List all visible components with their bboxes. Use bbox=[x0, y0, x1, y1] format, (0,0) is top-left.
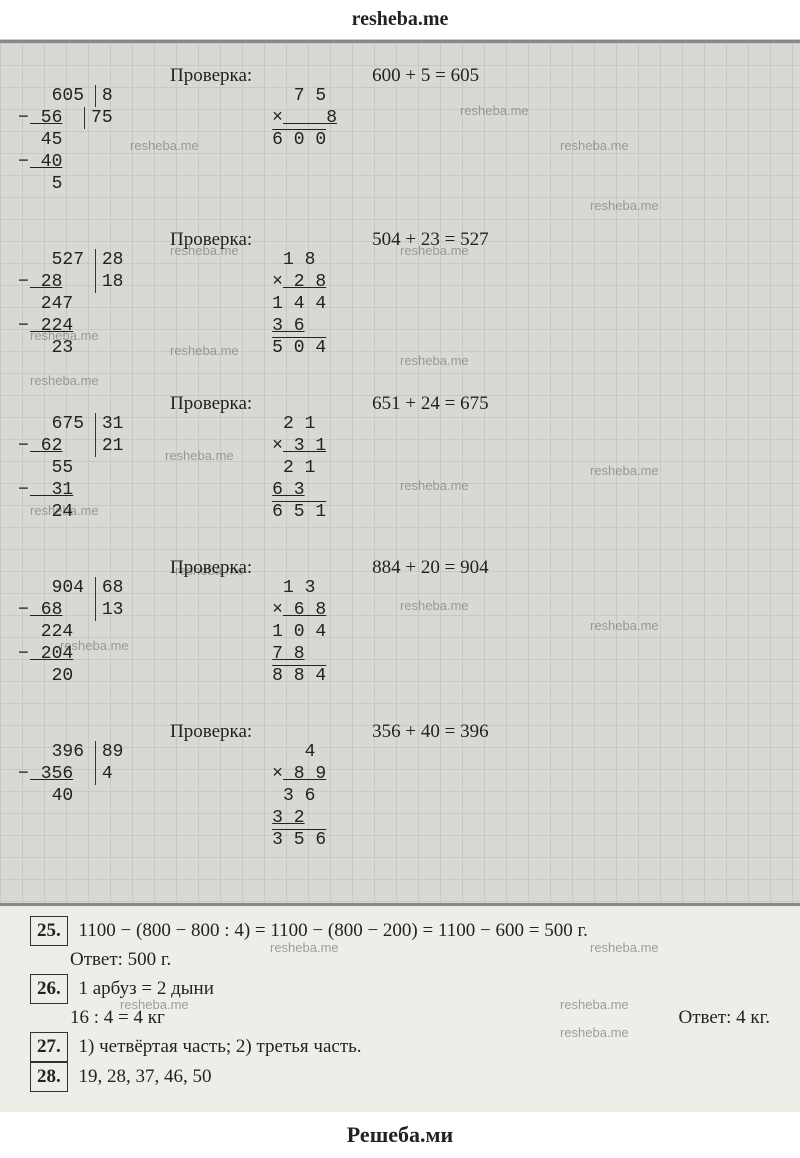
q27: 27. 1) четвёртая часть; 2) третья часть. bbox=[30, 1032, 770, 1062]
long-division: 527 28 28 18 247 224 23 bbox=[30, 227, 160, 381]
q26-line2: 16 : 4 = 4 кг bbox=[70, 1007, 165, 1028]
q28: 28. 19, 28, 37, 46, 50 bbox=[30, 1062, 770, 1092]
q27-text: 1) четвёртая часть; 2) третья часть. bbox=[79, 1036, 362, 1057]
check-label: Проверка: bbox=[170, 393, 252, 415]
q26: 26. 1 арбуз = 2 дыни 16 : 4 = 4 кг Ответ… bbox=[30, 974, 770, 1032]
q25-answer: Ответ: 500 г. bbox=[70, 949, 171, 970]
long-division: 675 31 62 21 55 31 24 bbox=[30, 391, 160, 545]
check-equation: 356 + 40 = 396 bbox=[372, 721, 488, 743]
long-division: 904 68 68 13 224 204 20 bbox=[30, 555, 160, 709]
grid-worksheet: 605 8 56 75 45 40 5 Проверка: 7 5 × 8 6 … bbox=[0, 40, 800, 906]
q26-answer: Ответ: 4 кг. bbox=[678, 1004, 770, 1032]
question-number: 28. bbox=[30, 1062, 68, 1092]
q26-line1: 1 арбуз = 2 дыни bbox=[79, 978, 214, 999]
question-number: 25. bbox=[30, 916, 68, 946]
problem-row: 605 8 56 75 45 40 5 Проверка: 7 5 × 8 6 … bbox=[30, 63, 770, 217]
check-label: Проверка: bbox=[170, 65, 252, 87]
problem-row: 904 68 68 13 224 204 20 Проверка: 1 3 × … bbox=[30, 555, 770, 709]
page-header: resheba.me bbox=[0, 0, 800, 40]
check-equation: 884 + 20 = 904 bbox=[372, 557, 488, 579]
lower-answers: 25. 1100 − (800 − 800 : 4) = 1100 − (800… bbox=[0, 906, 800, 1112]
check-label: Проверка: bbox=[170, 721, 252, 743]
multiplication-check: 1 8 × 2 8 1 4 4 3 6 5 0 4 bbox=[272, 227, 362, 381]
long-division: 396 89 356 4 40 bbox=[30, 719, 160, 829]
question-number: 26. bbox=[30, 974, 68, 1004]
multiplication-check: 2 1 × 3 1 2 1 6 3 6 5 1 bbox=[272, 391, 362, 545]
question-number: 27. bbox=[30, 1032, 68, 1062]
problem-row: 527 28 28 18 247 224 23 Проверка: 1 8 × … bbox=[30, 227, 770, 381]
q25: 25. 1100 − (800 − 800 : 4) = 1100 − (800… bbox=[30, 916, 770, 974]
q28-text: 19, 28, 37, 46, 50 bbox=[79, 1066, 212, 1087]
check-label: Проверка: bbox=[170, 557, 252, 579]
check-equation: 504 + 23 = 527 bbox=[372, 229, 488, 251]
check-equation: 600 + 5 = 605 bbox=[372, 65, 479, 87]
problem-row: 396 89 356 4 40 Проверка: 4 × 8 9 3 6 3 … bbox=[30, 719, 770, 873]
q25-expression: 1100 − (800 − 800 : 4) = 1100 − (800 − 2… bbox=[79, 920, 588, 941]
check-equation: 651 + 24 = 675 bbox=[372, 393, 488, 415]
page-footer: Решеба.ми bbox=[0, 1112, 800, 1158]
long-division: 605 8 56 75 45 40 5 bbox=[30, 63, 160, 217]
multiplication-check: 7 5 × 8 6 0 0 bbox=[272, 63, 362, 173]
check-label: Проверка: bbox=[170, 229, 252, 251]
problem-row: 675 31 62 21 55 31 24 Проверка: 2 1 × 3 … bbox=[30, 391, 770, 545]
multiplication-check: 1 3 × 6 8 1 0 4 7 8 8 8 4 bbox=[272, 555, 362, 709]
multiplication-check: 4 × 8 9 3 6 3 2 3 5 6 bbox=[272, 719, 362, 873]
